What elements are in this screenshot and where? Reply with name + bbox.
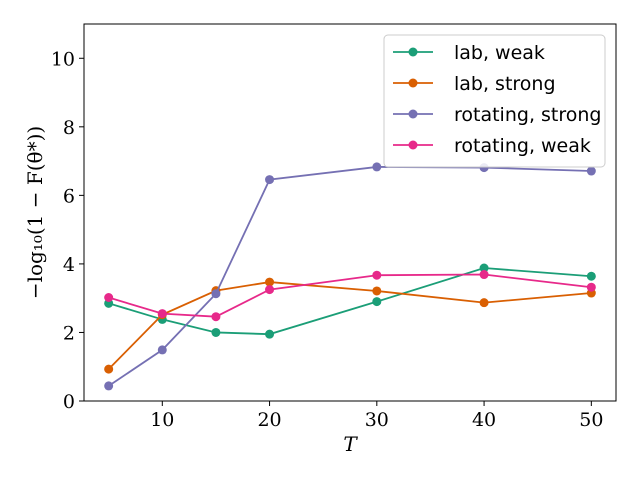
legend-frame <box>383 34 606 168</box>
data-point-rotating-strong <box>211 289 221 299</box>
x-tick-label: 40 <box>472 409 496 431</box>
x-tick-label: 30 <box>365 409 389 431</box>
data-point-rotating-strong <box>265 175 275 185</box>
y-tick-label: 4 <box>63 254 75 276</box>
series-line-rotating-strong <box>108 166 592 387</box>
legend-item-lab-strong: lab, strong <box>393 73 556 95</box>
legend-label: lab, weak <box>454 42 545 64</box>
x-tick-label: 50 <box>579 409 603 431</box>
data-point-lab-weak <box>265 329 275 339</box>
data-point-rotating-strong <box>157 345 167 355</box>
series-rotating-weak <box>104 270 596 322</box>
series-layer <box>104 162 596 391</box>
legend-item-lab-weak: lab, weak <box>393 42 545 64</box>
data-point-rotating-weak <box>104 292 114 302</box>
data-point-rotating-weak <box>479 270 489 280</box>
legend-item-rotating-strong: rotating, strong <box>393 104 602 126</box>
y-tick-label: 0 <box>63 391 75 413</box>
legend-label: lab, strong <box>454 73 556 95</box>
data-point-rotating-weak <box>586 282 596 292</box>
data-point-rotating-weak <box>265 285 275 295</box>
data-point-rotating-weak <box>157 309 167 319</box>
y-axis: 0 2 4 6 8 10 <box>51 48 84 413</box>
x-axis-label: T <box>343 432 358 456</box>
legend-swatch-marker <box>408 78 418 88</box>
data-point-lab-weak <box>586 271 596 281</box>
legend-swatch-marker <box>408 109 418 119</box>
data-point-rotating-strong <box>372 162 382 172</box>
data-point-lab-weak <box>211 327 221 337</box>
series-line-lab-strong <box>108 281 592 370</box>
series-rotating-strong <box>104 162 596 391</box>
data-point-rotating-strong <box>586 166 596 176</box>
y-tick-label: 8 <box>63 117 75 139</box>
data-point-lab-strong <box>479 298 489 308</box>
legend-item-rotating-weak: rotating, weak <box>393 135 591 157</box>
series-lab-weak <box>104 263 596 339</box>
x-axis: 10 20 30 40 50 <box>150 401 603 431</box>
y-tick-label: 10 <box>51 48 75 70</box>
data-point-rotating-strong <box>104 381 114 391</box>
data-point-lab-strong <box>265 277 275 287</box>
data-point-lab-strong <box>104 364 114 374</box>
x-tick-label: 20 <box>257 409 281 431</box>
x-tick-label: 10 <box>150 409 174 431</box>
legend-label: rotating, weak <box>454 135 591 157</box>
data-point-rotating-weak <box>372 270 382 280</box>
legend: lab, weak lab, strong rotating, strong rota… <box>383 34 606 168</box>
data-point-lab-weak <box>479 263 489 273</box>
y-tick-label: 6 <box>63 185 75 207</box>
y-tick-label: 2 <box>63 322 75 344</box>
legend-swatch-marker <box>408 140 418 150</box>
data-point-lab-weak <box>372 297 382 307</box>
data-point-lab-strong <box>372 286 382 296</box>
data-point-rotating-weak <box>211 312 221 322</box>
legend-label: rotating, strong <box>454 104 602 126</box>
y-axis-label: −log₁₀(1 − F(θ*)) <box>23 126 47 299</box>
series-lab-strong <box>104 277 596 374</box>
legend-swatch-marker <box>408 47 418 57</box>
plot-frame <box>83 23 617 402</box>
